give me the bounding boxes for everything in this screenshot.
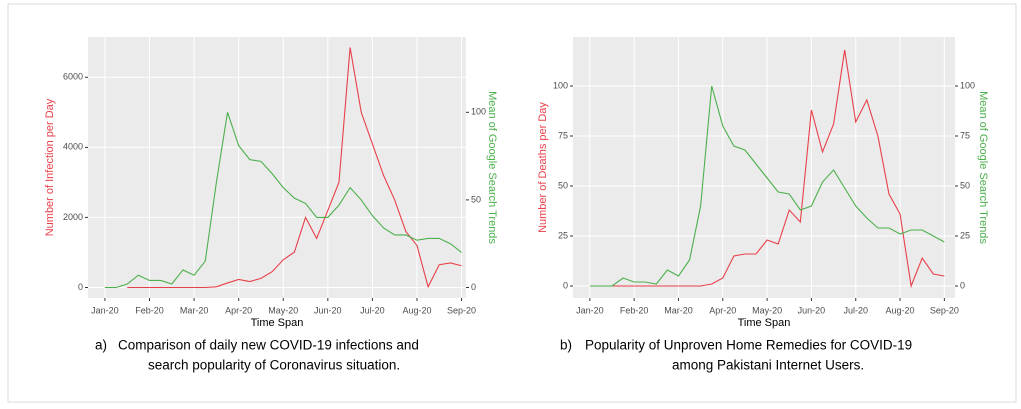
x-axis-title: Time Span (251, 317, 304, 329)
y2-tick-label: 0 (471, 282, 476, 292)
x-tick-label: Sep-20 (447, 305, 476, 315)
y2-tick-label: 50 (960, 180, 970, 190)
y2-tick-label: 50 (471, 194, 481, 204)
y2-tick-label: 100 (471, 107, 486, 117)
frame (7, 3, 1017, 403)
y2-tick-label: 25 (960, 230, 970, 240)
series-line (589, 85, 945, 287)
x-tick-label: Aug-20 (402, 305, 431, 315)
plot-panel (573, 37, 955, 298)
x-tick-label: Jul-20 (360, 305, 385, 315)
x-tick-label: Mar-20 (180, 305, 209, 315)
caption-marker: b) (560, 338, 572, 353)
x-tick-label: Jun-20 (798, 305, 826, 315)
x-tick-label: Apr-20 (225, 305, 252, 315)
x-tick-label: Aug-20 (886, 305, 915, 315)
y2-tick-label: 75 (960, 130, 970, 140)
x-tick-label: Feb-20 (620, 305, 649, 315)
x-tick-label: Apr-20 (709, 305, 736, 315)
series-line (612, 49, 945, 289)
x-tick-label: Mar-20 (664, 305, 693, 315)
y2-tick-label: 0 (960, 280, 965, 290)
caption-marker: a) (95, 338, 107, 353)
caption-line: Comparison of daily new COVID-19 infecti… (118, 338, 419, 353)
x-tick-label: May-20 (268, 305, 298, 315)
y-tick-label: 100 (553, 80, 568, 90)
series-line (127, 47, 462, 289)
series-line (104, 112, 462, 289)
x-axis-title: Time Span (738, 317, 791, 329)
y2-tick-label: 100 (960, 80, 975, 90)
x-tick-label: Sep-20 (930, 305, 959, 315)
caption-line: among Pakistani Internet Users. (672, 358, 864, 373)
caption-line: Popularity of Unproven Home Remedies for… (585, 338, 912, 353)
y2-axis-title: Mean of Google Search Trends (486, 91, 498, 244)
y-axis-title: Number of Infection per Day (44, 98, 56, 236)
x-tick-label: Jan-20 (91, 305, 119, 315)
y2-axis-title: Mean of Google Search Trends (977, 91, 989, 244)
y-tick-label: 4000 (63, 142, 83, 152)
x-tick-label: Feb-20 (135, 305, 164, 315)
caption-line: search popularity of Coronavirus situati… (148, 358, 400, 373)
y-tick-label: 0 (563, 280, 568, 290)
x-tick-label: May-20 (752, 305, 782, 315)
y-tick-label: 2000 (63, 212, 83, 222)
plot-panel (88, 37, 466, 298)
y-tick-label: 25 (558, 230, 568, 240)
y-tick-label: 6000 (63, 72, 83, 82)
y-axis-title: Number of Deaths per Day (537, 102, 549, 233)
x-tick-label: Jan-20 (576, 305, 604, 315)
y-tick-label: 0 (78, 282, 83, 292)
x-tick-label: Jun-20 (314, 305, 342, 315)
x-tick-label: Jul-20 (843, 305, 868, 315)
y-tick-label: 75 (558, 130, 568, 140)
y-tick-label: 50 (558, 180, 568, 190)
